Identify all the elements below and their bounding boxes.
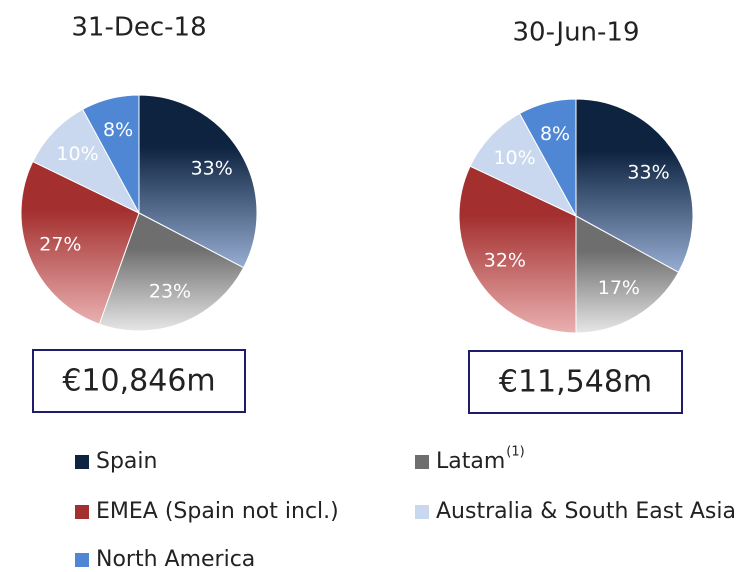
- legend-swatch: [415, 455, 429, 469]
- pie-slice: [469, 112, 578, 218]
- total-box: [468, 350, 683, 414]
- legend-label: Australia & South East Asia: [436, 499, 736, 524]
- slice-label: 8%: [103, 119, 133, 141]
- slice-label: 33%: [627, 162, 669, 184]
- slice-label: 10%: [56, 143, 98, 165]
- slice-label: 23%: [149, 281, 191, 303]
- pie-slice: [98, 212, 245, 332]
- legend-swatch: [75, 505, 89, 519]
- total-box: [32, 349, 246, 413]
- pie-slice: [81, 94, 140, 214]
- pie-slice: [32, 108, 141, 215]
- slice-label: 32%: [484, 250, 526, 272]
- legend-note: (1): [506, 445, 524, 460]
- total-label: €10,846m: [62, 364, 215, 399]
- legend-label: North America: [96, 547, 255, 572]
- slice-label: 33%: [191, 158, 233, 180]
- pie-slice: [138, 94, 258, 269]
- chart-title: 31-Dec-18: [71, 13, 206, 43]
- legend-swatch: [75, 455, 89, 469]
- legend-label: Latam: [436, 449, 505, 474]
- pie-slice: [458, 165, 577, 334]
- slice-label: 17%: [598, 277, 640, 299]
- slice-label: 8%: [540, 123, 570, 145]
- total-label: €11,548m: [499, 365, 652, 400]
- pie-slice: [575, 98, 694, 274]
- legend-swatch: [415, 505, 429, 519]
- chart-title: 30-Jun-19: [512, 18, 639, 48]
- pie-slice: [20, 160, 140, 325]
- pie-slice: [518, 98, 577, 217]
- slice-label: 10%: [493, 147, 535, 169]
- pie-slice: [575, 215, 680, 334]
- legend-swatch: [75, 553, 89, 567]
- legend-label: Spain: [96, 449, 157, 474]
- legend-label: EMEA (Spain not incl.): [96, 499, 339, 524]
- slice-label: 27%: [39, 234, 81, 256]
